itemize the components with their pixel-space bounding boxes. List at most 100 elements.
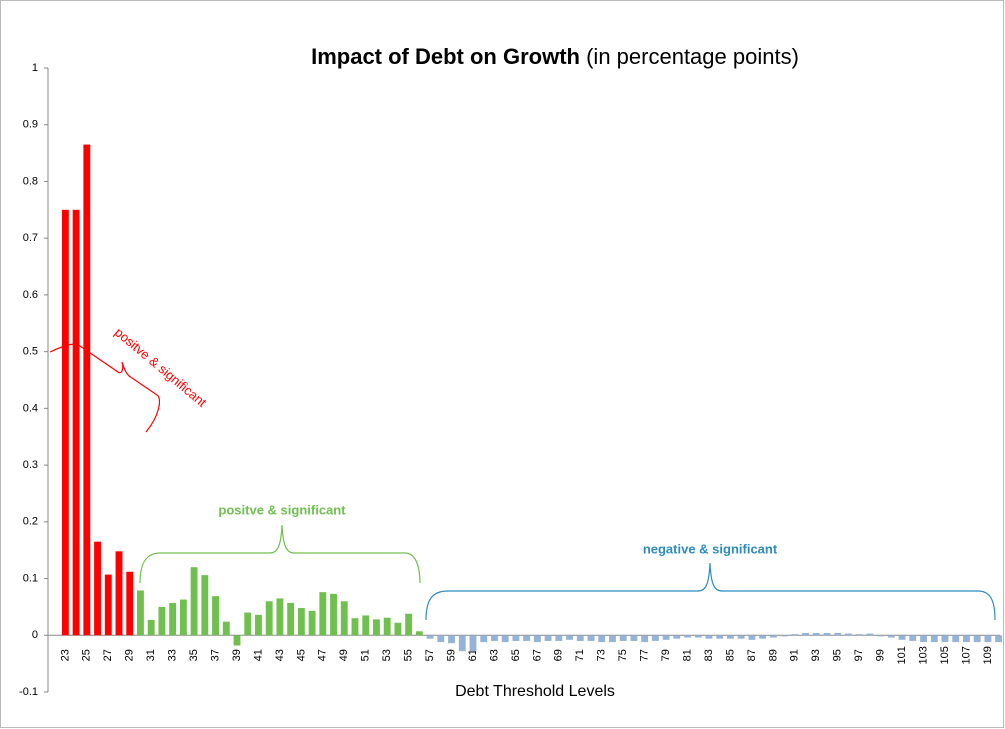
bar bbox=[619, 635, 627, 641]
x-tick-label: 63 bbox=[488, 649, 500, 661]
bar bbox=[137, 590, 144, 636]
bar bbox=[769, 635, 777, 638]
bar bbox=[437, 635, 445, 643]
annotation: positve & significant bbox=[218, 502, 346, 517]
x-tick-label: 109 bbox=[982, 646, 994, 664]
x-tick-label: 77 bbox=[639, 649, 651, 661]
bar bbox=[662, 635, 670, 640]
bar bbox=[405, 613, 413, 636]
bar bbox=[716, 635, 724, 639]
bar bbox=[265, 601, 273, 636]
bar bbox=[802, 633, 809, 636]
x-tick-label: 91 bbox=[789, 649, 801, 661]
annotation: negative & significant bbox=[643, 541, 778, 556]
bar bbox=[179, 599, 187, 636]
y-tick-label: 0 bbox=[32, 629, 38, 641]
bar bbox=[501, 635, 509, 643]
bar bbox=[373, 619, 380, 636]
x-tick-label: 61 bbox=[467, 649, 479, 661]
bar bbox=[598, 635, 606, 643]
bar bbox=[448, 635, 455, 644]
bar bbox=[555, 635, 563, 641]
bar bbox=[780, 635, 788, 637]
chart-title: Impact of Debt on Growth bbox=[311, 44, 580, 69]
bar bbox=[222, 621, 230, 636]
bar bbox=[759, 635, 767, 639]
bar bbox=[244, 612, 252, 636]
x-tick-label: 25 bbox=[81, 649, 93, 661]
bar bbox=[362, 615, 370, 636]
bar bbox=[984, 635, 992, 643]
x-tick-label: 27 bbox=[102, 649, 114, 661]
blue-brace bbox=[425, 562, 996, 621]
bar bbox=[705, 635, 713, 639]
x-tick-label: 75 bbox=[617, 649, 629, 661]
x-tick-label: 23 bbox=[59, 649, 71, 661]
x-tick-label: 53 bbox=[381, 649, 393, 661]
x-tick-label: 101 bbox=[896, 646, 908, 664]
x-tick-label: 45 bbox=[295, 649, 307, 661]
bar bbox=[426, 635, 434, 639]
bar bbox=[523, 635, 531, 641]
x-tick-label: 37 bbox=[209, 649, 221, 661]
chart-subtitle: (in percentage points) bbox=[586, 44, 799, 69]
bar bbox=[491, 635, 498, 641]
bar bbox=[104, 574, 112, 636]
bar bbox=[737, 635, 745, 639]
x-tick-label: 57 bbox=[424, 649, 436, 661]
x-tick-label: 49 bbox=[338, 649, 350, 661]
bar bbox=[115, 551, 123, 636]
x-tick-label: 51 bbox=[360, 649, 372, 661]
bar bbox=[72, 209, 80, 636]
chart-title-line: Impact of Debt on Growth (in percentage … bbox=[311, 44, 799, 69]
x-tick-label: 69 bbox=[553, 649, 565, 661]
y-tick-label: 0.8 bbox=[23, 175, 38, 187]
bar bbox=[909, 635, 917, 641]
bar bbox=[83, 144, 91, 636]
bar bbox=[791, 634, 799, 636]
y-tick-label: 0.1 bbox=[23, 572, 38, 584]
x-tick-label: 67 bbox=[531, 649, 543, 661]
bar bbox=[566, 635, 573, 640]
bar bbox=[158, 606, 166, 636]
y-tick-label: 0.2 bbox=[23, 516, 38, 528]
x-tick-label: 97 bbox=[853, 649, 865, 661]
bar bbox=[630, 635, 638, 641]
bar bbox=[823, 633, 831, 636]
y-tick-label: -0.1 bbox=[19, 686, 38, 698]
bar bbox=[963, 635, 970, 643]
bar bbox=[673, 635, 681, 639]
x-tick-label: 33 bbox=[167, 649, 179, 661]
bar bbox=[469, 635, 477, 652]
x-tick-label: 31 bbox=[145, 649, 157, 661]
bar bbox=[415, 631, 423, 636]
bar bbox=[834, 633, 842, 636]
bar bbox=[684, 635, 691, 638]
bar bbox=[233, 635, 241, 646]
bar bbox=[147, 619, 155, 636]
bar bbox=[866, 633, 874, 636]
bar bbox=[287, 602, 295, 636]
bar bbox=[190, 567, 198, 636]
bar bbox=[330, 593, 337, 636]
bar bbox=[212, 596, 219, 636]
bar bbox=[609, 635, 616, 643]
bar bbox=[845, 633, 852, 636]
bar bbox=[576, 635, 584, 641]
bar bbox=[383, 617, 391, 636]
x-tick-label: 39 bbox=[231, 649, 243, 661]
bar bbox=[255, 614, 262, 636]
bar bbox=[748, 635, 756, 640]
bar bbox=[458, 635, 466, 652]
bar bbox=[201, 575, 209, 636]
x-tick-label: 43 bbox=[274, 649, 286, 661]
x-tick-label: 41 bbox=[252, 649, 264, 661]
x-tick-label: 35 bbox=[188, 649, 200, 661]
x-tick-label: 65 bbox=[510, 649, 522, 661]
bar bbox=[651, 635, 659, 641]
bar bbox=[480, 635, 488, 643]
bar bbox=[995, 635, 1003, 643]
x-axis-label: Debt Threshold Levels bbox=[455, 683, 615, 700]
x-tick-label: 87 bbox=[746, 649, 758, 661]
x-tick-label: 79 bbox=[660, 649, 672, 661]
